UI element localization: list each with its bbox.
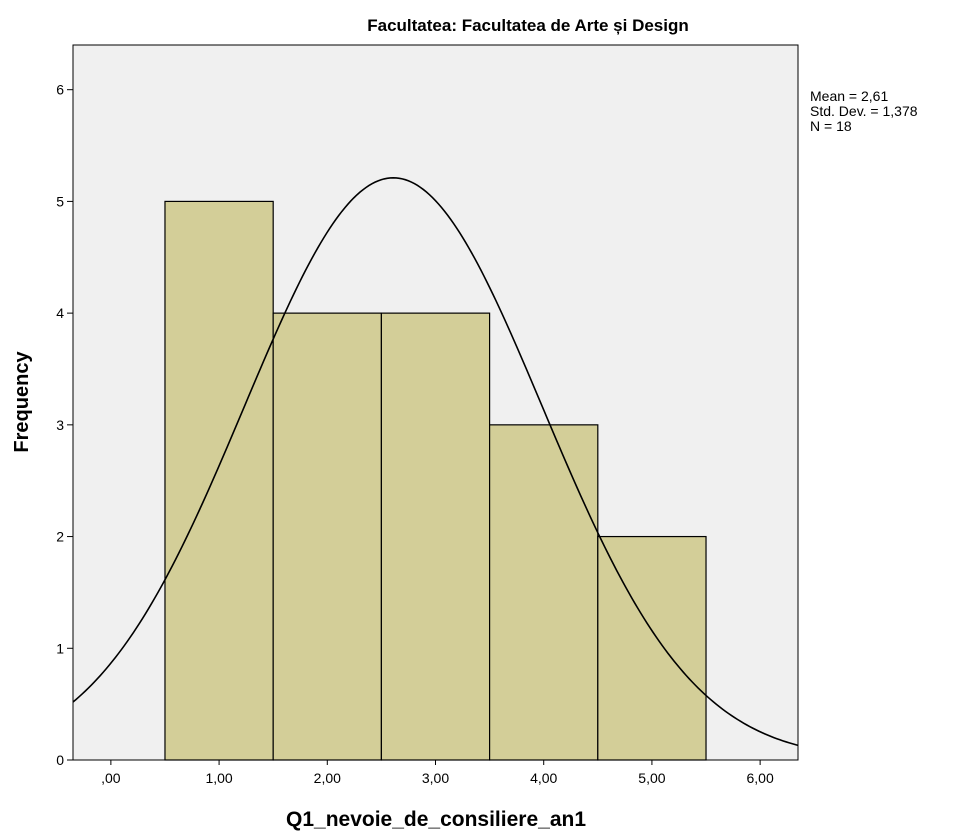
y-tick-label-5: 5 [56, 193, 64, 209]
histogram-bar-2 [272, 312, 382, 761]
stats-line-3: N = 18 [810, 118, 852, 134]
x-axis: ,00 1,00 2,00 3,00 4,00 5,00 6,00 [101, 760, 774, 786]
stats-line-1: Mean = 2,61 [810, 88, 888, 104]
stats-line-2: Std. Dev. = 1,378 [810, 103, 918, 119]
normal-curve [72, 177, 799, 747]
x-tick-label-3: 3,00 [422, 770, 449, 786]
histogram-bar-4 [489, 424, 599, 761]
y-tick-label-0: 0 [56, 752, 64, 768]
y-tick-label-2: 2 [56, 529, 64, 545]
y-tick-label-4: 4 [56, 305, 64, 321]
bars-group [164, 200, 707, 761]
histogram-bar-3 [380, 312, 491, 761]
y-tick-label-3: 3 [56, 417, 64, 433]
x-axis-title: Q1_nevoie_de_consiliere_an1 [286, 808, 586, 831]
x-tick-label-4: 4,00 [530, 770, 557, 786]
histogram-bar-1 [164, 200, 274, 761]
x-tick-label-0: ,00 [101, 770, 121, 786]
y-tick-label-1: 1 [56, 640, 64, 656]
x-tick-label-5: 5,00 [638, 770, 665, 786]
x-tick-label-2: 2,00 [314, 770, 341, 786]
x-tick-label-1: 1,00 [205, 770, 232, 786]
y-axis-title: Frequency [11, 351, 33, 453]
chart-title: Facultatea: Facultatea de Arte și Design [367, 16, 689, 35]
y-tick-label-6: 6 [56, 82, 64, 98]
x-tick-label-6: 6,00 [747, 770, 774, 786]
y-axis: 0 1 2 3 4 5 6 [56, 82, 73, 768]
histogram-bar-5 [597, 535, 707, 761]
